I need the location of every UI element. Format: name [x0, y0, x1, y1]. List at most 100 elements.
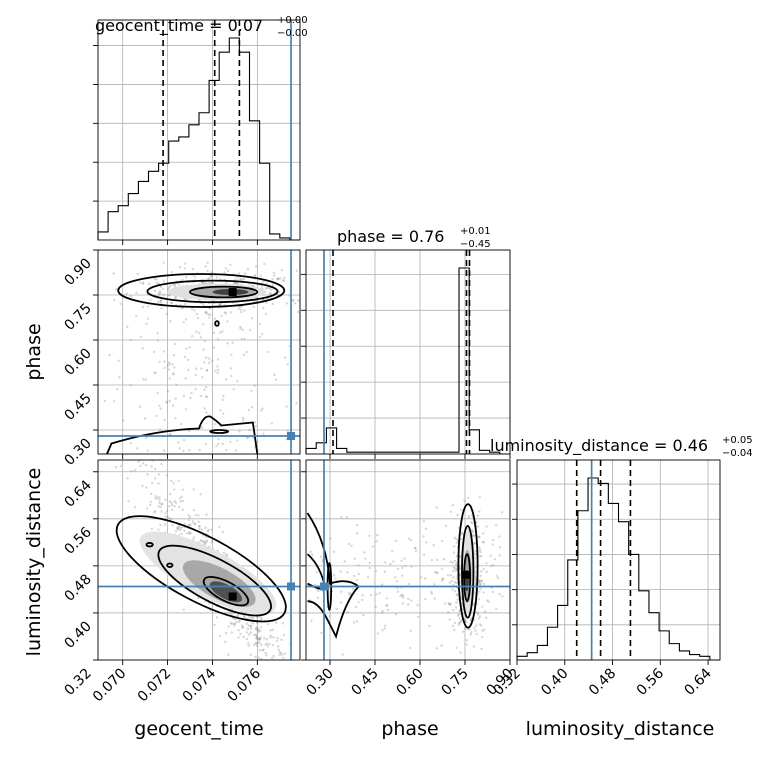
scatter-point [482, 532, 485, 535]
scatter-point [400, 559, 403, 562]
scatter-point [178, 497, 182, 500]
scatter-point [129, 338, 132, 342]
scatter-point [276, 277, 279, 280]
scatter-point [396, 586, 399, 590]
scatter-point [424, 527, 428, 530]
scatter-point [258, 683, 260, 685]
scatter-point [478, 510, 481, 513]
scatter-point [277, 277, 280, 281]
scatter-point [320, 302, 322, 304]
scatter-point [159, 299, 163, 302]
scatter-point [266, 681, 268, 683]
scatter-point [465, 638, 469, 642]
scatter-point [460, 508, 463, 512]
y-tick-label-phase: 0.60 [61, 346, 94, 379]
scatter-point [204, 356, 208, 359]
scatter-point [247, 644, 251, 647]
scatter-point [224, 312, 228, 315]
scatter-point [453, 559, 457, 563]
scatter-point [215, 616, 219, 619]
scatter-point [478, 582, 481, 585]
density-peak [228, 288, 237, 296]
scatter-point [278, 653, 281, 657]
scatter-point [414, 549, 418, 552]
scatter-point [130, 455, 132, 457]
scatter-point [154, 477, 157, 480]
scatter-point [376, 533, 379, 537]
xlabel-geocent-time: geocent_time [134, 718, 263, 740]
scatter-point [463, 617, 467, 621]
scatter-point [498, 592, 501, 596]
scatter-point [134, 315, 138, 318]
scatter-point [476, 613, 480, 616]
scatter-point [237, 628, 240, 632]
scatter-point [246, 627, 250, 631]
scatter-point [362, 551, 366, 554]
scatter-point [254, 637, 258, 640]
scatter-point [422, 535, 425, 538]
scatter-point [205, 395, 208, 399]
scatter-point [478, 590, 481, 594]
scatter-point [258, 638, 261, 641]
scatter-point [229, 263, 232, 266]
scatter-point [179, 422, 183, 426]
scatter-point [351, 587, 355, 591]
scatter-point [310, 703, 312, 705]
scatter-point [139, 464, 142, 468]
scatter-point [173, 504, 176, 508]
scatter-point [230, 622, 234, 626]
scatter-point [239, 305, 242, 309]
scatter-point [153, 277, 156, 281]
scatter-point [283, 679, 285, 681]
scatter-point [274, 707, 276, 709]
scatter-point [486, 599, 489, 602]
scatter-point [271, 277, 274, 281]
scatter-point [237, 636, 240, 639]
scatter-point [184, 377, 187, 380]
scatter-point [350, 544, 353, 547]
scatter-point [157, 505, 161, 508]
scatter-point [482, 582, 486, 586]
scatter-point [114, 465, 118, 469]
scatter-point [147, 282, 151, 286]
scatter-point [127, 499, 130, 503]
scatter-point [267, 622, 270, 626]
scatter-point [240, 337, 243, 341]
scatter-point [214, 369, 217, 373]
scatter-point [480, 579, 483, 583]
scatter-point [185, 276, 188, 279]
scatter-point [156, 391, 159, 395]
scatter-point [224, 378, 228, 381]
scatter-point [430, 558, 434, 562]
scatter-point [204, 311, 207, 314]
scatter-point [292, 299, 295, 302]
scatter-point [170, 501, 173, 505]
scatter-point [245, 622, 248, 626]
scatter-point [240, 624, 244, 627]
scatter-point [222, 395, 225, 398]
scatter-point [463, 499, 466, 502]
scatter-point [260, 658, 263, 660]
scatter-point [253, 384, 256, 387]
scatter-point [259, 616, 263, 619]
scatter-point [212, 331, 216, 335]
scatter-point [256, 630, 259, 634]
scatter-point [210, 275, 213, 278]
title-phase: phase = 0.76 [337, 227, 444, 246]
scatter-point [385, 604, 389, 607]
scatter-point [301, 379, 303, 381]
scatter-point [153, 371, 156, 374]
scatter-point [154, 497, 158, 500]
scatter-point [159, 299, 162, 303]
scatter-point [285, 302, 289, 305]
scatter-point [225, 611, 228, 615]
scatter-point [448, 581, 452, 584]
scatter-point [153, 289, 157, 293]
scatter-point [203, 361, 206, 364]
scatter-point [184, 298, 187, 301]
scatter-point [245, 631, 249, 634]
scatter-point [489, 554, 492, 558]
scatter-point [150, 465, 153, 468]
scatter-point [188, 530, 191, 534]
scatter-point [467, 628, 471, 631]
